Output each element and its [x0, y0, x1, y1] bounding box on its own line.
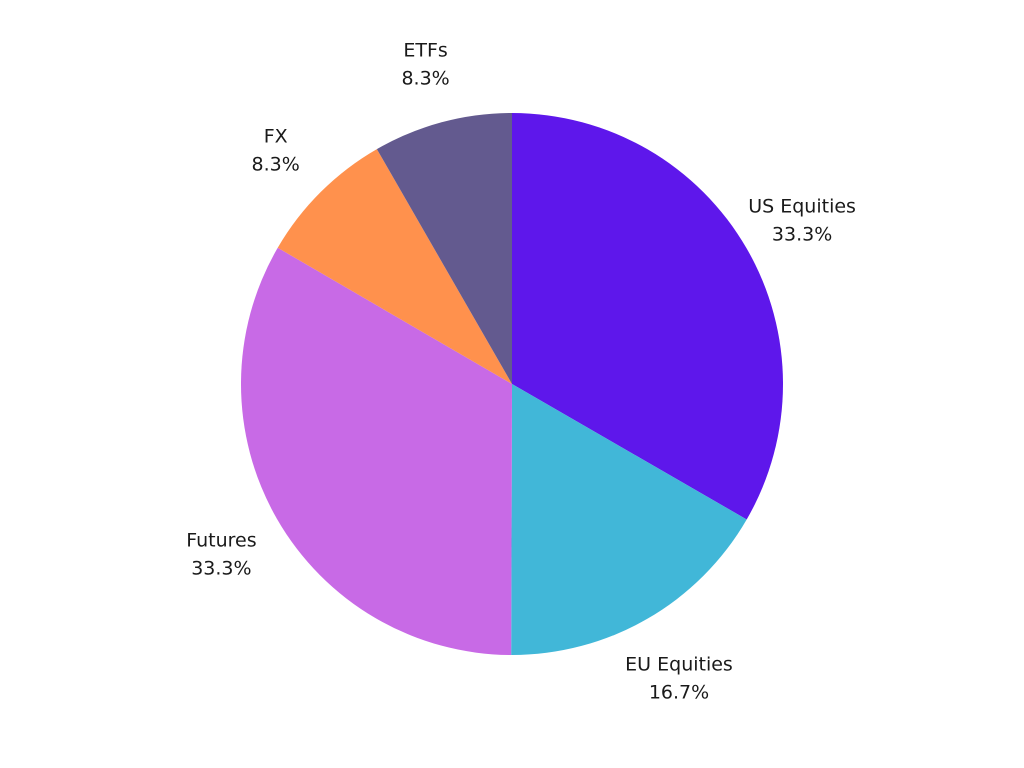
slice-name: ETFs	[403, 39, 447, 61]
pie-labels: US Equities 33.3% EU Equities 16.7% Futures 3…	[186, 39, 856, 703]
slice-percent: 8.3%	[401, 67, 449, 89]
pie-slice-fx	[277, 149, 512, 384]
slice-label-futures: Futures 33.3%	[186, 530, 256, 580]
slice-percent: 33.3%	[772, 224, 832, 246]
slice-label-us-equities: US Equities 33.3%	[748, 196, 856, 246]
pie-slice-eu-equities	[511, 384, 747, 656]
pie-slices	[240, 113, 783, 656]
pie-slice-futures	[240, 247, 512, 655]
slice-percent: 8.3%	[252, 154, 300, 176]
pie-slice-etfs	[376, 113, 512, 384]
slice-label-fx: FX 8.3%	[252, 126, 300, 176]
slice-percent: 16.7%	[649, 681, 709, 703]
slice-name: US Equities	[748, 196, 856, 218]
slice-name: Futures	[186, 530, 256, 552]
slice-label-etfs: ETFs 8.3%	[401, 39, 449, 89]
slice-percent: 33.3%	[191, 558, 251, 580]
slice-label-eu-equities: EU Equities 16.7%	[625, 653, 733, 703]
pie-slice-us-equities	[512, 113, 783, 520]
slice-name: FX	[264, 126, 288, 148]
slice-name: EU Equities	[625, 653, 733, 675]
